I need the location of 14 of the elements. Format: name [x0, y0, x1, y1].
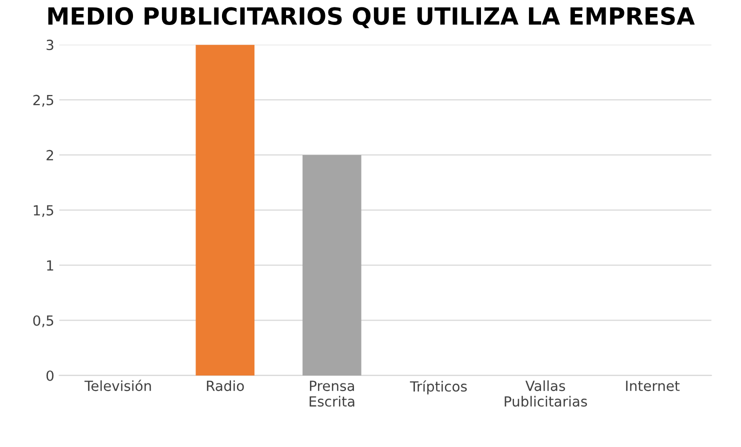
- x-tick-label: Prensa Escrita: [310, 380, 354, 407]
- x-tick-label: Vallas Publicitarias: [504, 380, 587, 407]
- y-tick-label: 2,5: [33, 94, 54, 107]
- y-tick-label: 1,5: [34, 205, 54, 217]
- x-tick-label: Trípticos: [410, 380, 467, 394]
- y-tick-label: 3: [46, 40, 54, 50]
- y-tick-label: 0: [46, 370, 54, 381]
- y-tick-label: 2: [46, 150, 54, 160]
- chart-title: MEDIO PUBLICITARIOS QUE UTILIZA LA EMPRESA: [48, 7, 695, 28]
- x-tick-label: Radio: [206, 380, 244, 392]
- y-tick-label: 0,5: [33, 315, 54, 328]
- y-tick-label: 1: [47, 260, 54, 270]
- x-tick-label: Internet: [626, 380, 680, 392]
- x-tick-label: Televisión: [84, 380, 151, 392]
